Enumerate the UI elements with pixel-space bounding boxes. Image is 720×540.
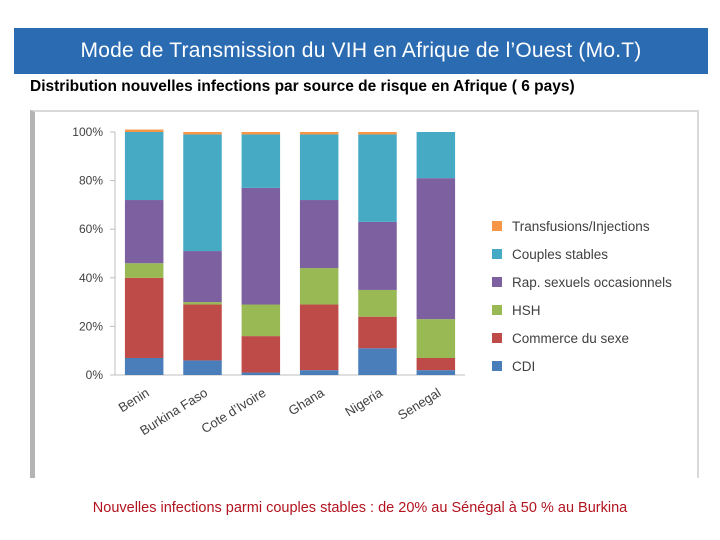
bar-segment: [358, 289, 397, 317]
footnote: Nouvelles infections parmi couples stabl…: [92, 500, 628, 516]
bar-segment: [299, 134, 339, 201]
legend-swatch: [492, 305, 502, 315]
bar-segment: [416, 178, 456, 320]
y-tick-label: 60%: [79, 222, 103, 236]
legend-label: Couples stables: [512, 247, 608, 262]
bar-segment: [358, 348, 397, 375]
bar-segment: [183, 132, 222, 135]
y-tick-label: 80%: [79, 174, 103, 188]
bar-segment: [183, 360, 222, 375]
bar-segment: [299, 370, 339, 375]
bar-segment: [416, 370, 456, 375]
bar-segment: [299, 268, 339, 305]
x-category-label: Nigeria: [342, 384, 386, 419]
bar-segment: [416, 357, 456, 371]
x-category-label: Cote d’Ivoire: [199, 385, 269, 436]
bar-segment: [183, 302, 222, 305]
bar-segment: [124, 277, 164, 358]
legend-swatch: [492, 249, 502, 259]
bar-segment: [183, 251, 222, 303]
bar-segment: [416, 319, 456, 358]
bar-segment: [124, 200, 164, 264]
y-tick-label: 0%: [86, 368, 104, 382]
bar-segment: [241, 132, 281, 135]
bar-segment: [124, 129, 164, 132]
bar-segment: [241, 134, 281, 188]
legend-swatch: [492, 221, 502, 231]
chart-subtitle: Distribution nouvelles infections par so…: [30, 78, 575, 95]
legend-label: CDI: [512, 359, 535, 374]
bar-segment: [358, 316, 397, 349]
bar-segment: [358, 221, 397, 290]
y-tick-label: 40%: [79, 271, 103, 285]
slide-title: Mode de Transmission du VIH en Afrique d…: [80, 39, 642, 62]
bar-segment: [241, 304, 281, 337]
x-category-label: Senegal: [395, 385, 444, 423]
bar-segment: [299, 132, 339, 135]
bar-segment: [124, 357, 164, 375]
bar-segment: [299, 200, 339, 269]
x-category-label: Ghana: [286, 384, 328, 418]
bar-segment: [358, 132, 397, 135]
bar-segment: [241, 336, 281, 373]
bar-segment: [241, 187, 281, 305]
bar-segment: [299, 304, 339, 371]
bar-segment: [124, 132, 164, 201]
legend-label: Commerce du sexe: [512, 331, 629, 346]
legend-label: Transfusions/Injections: [512, 219, 650, 234]
legend-swatch: [492, 333, 502, 343]
bar-segment: [183, 134, 222, 252]
y-tick-label: 100%: [72, 125, 103, 139]
chart-frame: 0% 20% 40% 60% 80% 100% Benin Burkina Faso Cote …: [30, 110, 699, 478]
legend-swatch: [492, 277, 502, 287]
y-tick-label: 20%: [79, 319, 103, 333]
legend-swatch: [492, 361, 502, 371]
bar-segment: [124, 263, 164, 278]
legend-label: HSH: [512, 303, 541, 318]
bar-segment: [358, 134, 397, 222]
bar-segment: [183, 304, 222, 361]
legend-label: Rap. sexuels occasionnels: [512, 275, 672, 290]
bar-segment: [416, 132, 456, 179]
slide-title-bar: Mode de Transmission du VIH en Afrique d…: [14, 28, 708, 74]
x-category-label: Benin: [116, 385, 152, 415]
bar-segment: [241, 372, 281, 375]
